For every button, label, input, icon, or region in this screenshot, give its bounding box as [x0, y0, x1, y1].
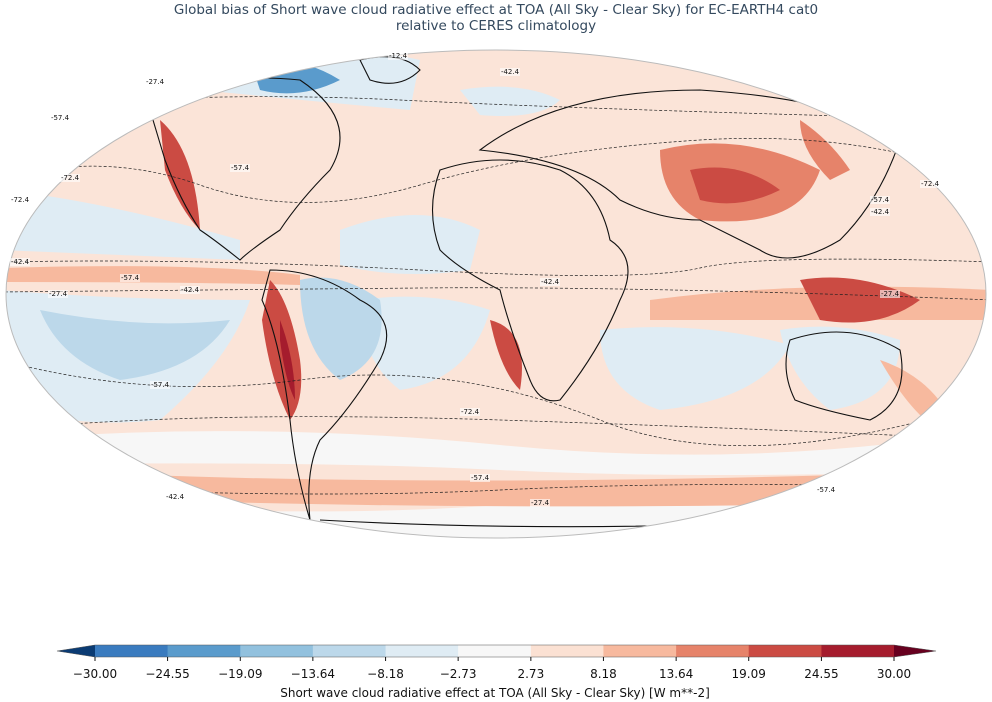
contour-label-bg: [180, 286, 200, 294]
contour-label: -42.4: [871, 208, 890, 216]
contour-label: -57.4: [51, 114, 70, 122]
colorbar-tick-label: 8.18: [590, 667, 617, 681]
contour-label: -42.4: [541, 278, 560, 286]
contour-label: -57.4: [121, 274, 140, 282]
colorbar: −30.00 −24.55 −19.09 −13.64 −8.18 −2.73 2.73 8.…: [56, 644, 937, 700]
contour-label: -72.4: [921, 180, 940, 188]
contour-label-bg: [920, 180, 940, 188]
map-field: [6, 50, 986, 538]
title-line-2: relative to CERES climatology: [396, 18, 596, 34]
contour-label: -27.4: [146, 78, 165, 86]
contour-label-bg: [816, 486, 836, 494]
colorbar-tick-label: −13.64: [291, 667, 335, 681]
contour-label-bg: [10, 196, 30, 204]
contour-label-bg: [165, 493, 185, 501]
colorbar-bin: [240, 645, 314, 657]
contour-label: -57.4: [151, 381, 170, 389]
contour-label: -57.4: [471, 474, 490, 482]
contour-label-bg: [470, 474, 490, 482]
contour-label-bg: [870, 208, 890, 216]
colorbar-extend-high: [894, 645, 936, 657]
contour-label-bg: [50, 114, 70, 122]
colorbar-bin: [95, 645, 169, 657]
contour-label: -42.4: [181, 286, 200, 294]
contour-label: -42.4: [501, 68, 520, 76]
colorbar-bin: [676, 645, 750, 657]
contour-label: -57.4: [817, 486, 836, 494]
colorbar-tick-label: 13.64: [659, 667, 693, 681]
colorbar-bin: [167, 645, 241, 657]
contour-label: -42.4: [166, 493, 185, 501]
contour-label: -72.4: [11, 196, 30, 204]
contour-label-bg: [150, 381, 170, 389]
title-line-1: Global bias of Short wave cloud radiativ…: [174, 2, 818, 18]
contour-label-bg: [48, 290, 68, 298]
contour-label: -57.4: [871, 196, 890, 204]
contour-label: -27.4: [49, 290, 68, 298]
colorbar-tick-label: 30.00: [877, 667, 911, 681]
contour-label-bg: [530, 499, 550, 507]
colorbar-tick-label: 19.09: [732, 667, 766, 681]
colorbar-tick-label: −19.09: [218, 667, 262, 681]
map-frame: [5, 49, 987, 539]
colorbar-bin: [603, 645, 677, 657]
colorbar-bin: [385, 645, 459, 657]
contour-labels: -12.4 -27.4 -42.4 -57.4 -57.4 -72.4 -42.4 -27.4…: [10, 52, 940, 507]
colorbar-tick-label: −30.00: [73, 667, 117, 681]
contour-label: -12.4: [389, 52, 408, 60]
contour-label-bg: [540, 278, 560, 286]
contour-label: -72.4: [461, 408, 480, 416]
contour-label: -42.4: [11, 258, 30, 266]
contour-label: -57.4: [231, 164, 250, 172]
contour-label-bg: [870, 196, 890, 204]
contour-label: -72.4: [61, 174, 80, 182]
contour-label-bg: [388, 52, 408, 60]
colorbar-bin: [748, 645, 822, 657]
contour-label-bg: [230, 164, 250, 172]
colorbar-tick-label: −8.18: [367, 667, 404, 681]
colorbar-tick-label: −24.55: [145, 667, 189, 681]
colorbar-bin: [821, 645, 895, 657]
colorbar-tick-label: 24.55: [804, 667, 838, 681]
contour-label-bg: [500, 68, 520, 76]
colorbar-tick-label: 2.73: [517, 667, 544, 681]
contour-label-bg: [880, 290, 900, 298]
colorbar-bin: [530, 645, 604, 657]
contour-label: -27.4: [531, 499, 550, 507]
contour-label-bg: [460, 408, 480, 416]
contour-label-bg: [145, 78, 165, 86]
colorbar-tick-label: −2.73: [440, 667, 477, 681]
colorbar-bin: [458, 645, 532, 657]
colorbar-label: Short wave cloud radiative effect at TOA…: [280, 686, 710, 700]
colorbar-extend-low: [57, 645, 95, 657]
contour-label: -27.4: [881, 290, 900, 298]
colorbar-bin: [312, 645, 387, 657]
contour-label-bg: [120, 274, 140, 282]
contour-label-bg: [60, 174, 80, 182]
contour-label-bg: [10, 258, 30, 266]
